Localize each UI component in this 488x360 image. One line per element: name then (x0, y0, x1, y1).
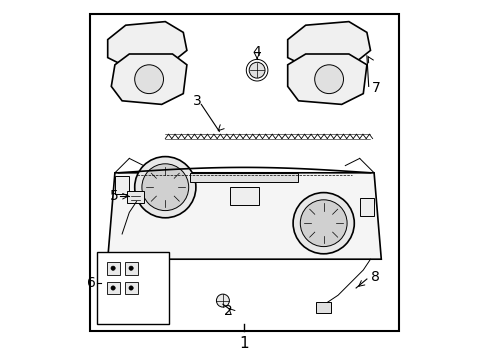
Circle shape (142, 164, 188, 211)
Bar (106, 262, 120, 275)
Polygon shape (107, 173, 381, 259)
Text: 4: 4 (252, 45, 261, 59)
Bar (359, 198, 373, 216)
Bar (190, 173, 298, 182)
Text: 2: 2 (224, 305, 232, 318)
Bar (97, 252, 168, 324)
Circle shape (292, 193, 354, 254)
Polygon shape (107, 22, 186, 68)
Circle shape (216, 294, 229, 307)
Polygon shape (287, 54, 366, 104)
Bar (106, 282, 120, 294)
Text: 5: 5 (110, 189, 118, 203)
Circle shape (129, 286, 133, 290)
Text: 6: 6 (87, 276, 96, 289)
Circle shape (249, 62, 264, 78)
Circle shape (111, 286, 115, 290)
Circle shape (300, 200, 346, 247)
Text: 1: 1 (239, 336, 249, 351)
Bar (316, 302, 330, 313)
Bar (124, 262, 137, 275)
Circle shape (314, 65, 343, 94)
Circle shape (111, 266, 115, 270)
Bar (127, 191, 143, 203)
Circle shape (129, 266, 133, 270)
Polygon shape (287, 22, 370, 68)
Circle shape (134, 157, 196, 218)
Bar (89, 14, 399, 331)
Bar (230, 187, 258, 205)
Text: 3: 3 (193, 94, 202, 108)
Bar (115, 176, 129, 194)
Circle shape (134, 65, 163, 94)
Bar (124, 282, 137, 294)
Text: 8: 8 (371, 270, 380, 284)
Text: 7: 7 (371, 81, 380, 95)
Polygon shape (111, 54, 186, 104)
